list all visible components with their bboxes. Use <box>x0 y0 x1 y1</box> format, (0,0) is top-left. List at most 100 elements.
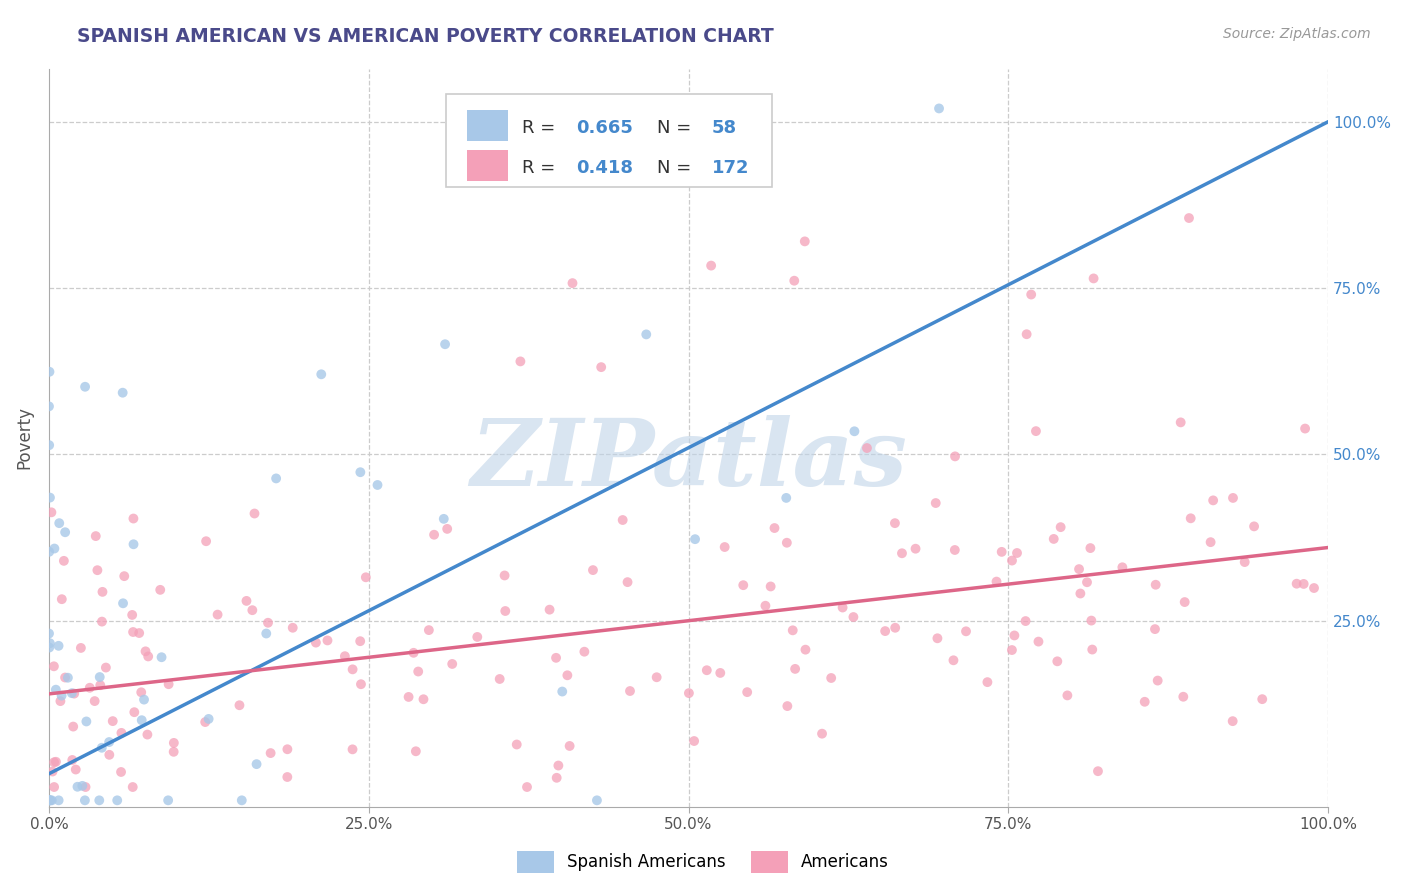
Point <box>66 780 89 794</box>
FancyBboxPatch shape <box>467 110 508 141</box>
Point <box>544 650 567 665</box>
Point <box>700 259 723 273</box>
Point <box>45 682 67 697</box>
Point <box>1067 562 1090 576</box>
Point <box>110 764 132 779</box>
Point <box>1251 692 1274 706</box>
Point <box>733 578 755 592</box>
Point <box>259 746 281 760</box>
Point <box>1174 595 1197 609</box>
Point <box>856 441 879 455</box>
Point <box>488 672 510 686</box>
Point <box>305 635 328 649</box>
Point <box>405 744 427 758</box>
Point <box>89 670 111 684</box>
Point <box>754 599 776 613</box>
Point <box>101 714 124 728</box>
Point <box>1146 673 1168 688</box>
Point <box>38 545 60 559</box>
Point <box>683 532 706 546</box>
Point <box>942 653 965 667</box>
Point <box>132 692 155 706</box>
Point <box>228 698 250 713</box>
Point <box>1002 628 1025 642</box>
Point <box>75 714 97 729</box>
Point <box>1222 714 1244 728</box>
Text: 0.418: 0.418 <box>576 159 633 177</box>
Point <box>612 513 634 527</box>
Point <box>354 570 377 584</box>
Point <box>53 525 76 540</box>
Point <box>121 780 143 794</box>
Point <box>1046 654 1069 668</box>
Point <box>309 368 332 382</box>
Point <box>257 615 280 630</box>
Point <box>240 603 263 617</box>
Point <box>831 600 853 615</box>
Point <box>494 604 516 618</box>
Point <box>811 727 834 741</box>
Point <box>1170 416 1192 430</box>
Point <box>48 793 70 807</box>
Point <box>149 582 172 597</box>
Point <box>794 642 817 657</box>
Point <box>41 505 63 519</box>
Point <box>820 671 842 685</box>
Point <box>1292 577 1315 591</box>
Point <box>112 569 135 583</box>
Point <box>1028 634 1050 648</box>
Point <box>41 764 63 779</box>
Point <box>619 684 641 698</box>
Point <box>38 636 60 650</box>
Point <box>884 516 907 530</box>
Point <box>42 659 65 673</box>
Point <box>342 662 364 676</box>
Point <box>1015 327 1038 342</box>
Point <box>1178 211 1201 225</box>
Point <box>785 662 807 676</box>
Point <box>423 527 446 541</box>
Point <box>349 465 371 479</box>
Point <box>546 771 568 785</box>
Point <box>79 681 101 695</box>
Point <box>195 534 218 549</box>
Point <box>557 668 579 682</box>
Point <box>875 624 897 639</box>
Point <box>1081 642 1104 657</box>
Point <box>1005 546 1028 560</box>
Point <box>91 615 114 629</box>
Point <box>38 438 60 452</box>
Point <box>122 511 145 525</box>
Point <box>1076 575 1098 590</box>
Point <box>38 793 60 807</box>
Point <box>245 757 267 772</box>
Point <box>129 685 152 699</box>
Point <box>398 690 420 704</box>
Point <box>38 793 60 807</box>
Point <box>44 541 66 556</box>
Point <box>551 684 574 698</box>
Point <box>1143 622 1166 636</box>
Point <box>163 745 186 759</box>
Text: 58: 58 <box>711 119 737 136</box>
Point <box>366 478 388 492</box>
Point <box>264 471 287 485</box>
Point <box>51 689 73 703</box>
Point <box>586 793 609 807</box>
Point <box>927 632 949 646</box>
Point <box>41 793 63 807</box>
Point <box>433 512 456 526</box>
Point <box>105 793 128 807</box>
Point <box>38 626 60 640</box>
Point <box>194 714 217 729</box>
Point <box>616 575 638 590</box>
Point <box>136 728 159 742</box>
Point <box>547 758 569 772</box>
Point <box>349 634 371 648</box>
Point <box>494 568 516 582</box>
Point <box>157 793 180 807</box>
Point <box>48 639 70 653</box>
Point <box>1233 555 1256 569</box>
Text: N =: N = <box>657 159 696 177</box>
Point <box>62 720 84 734</box>
